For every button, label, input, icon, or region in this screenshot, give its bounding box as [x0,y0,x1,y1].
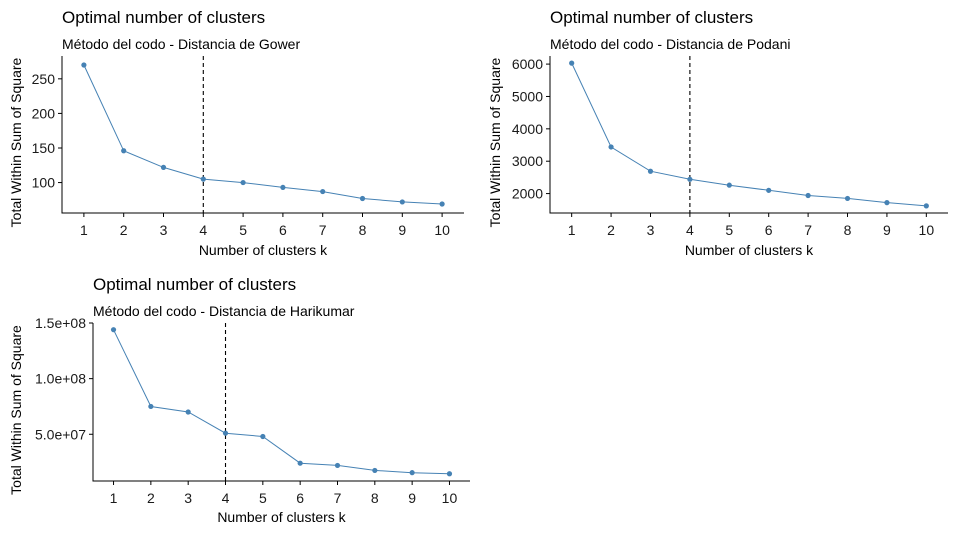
x-tick-label: 7 [334,490,342,506]
x-axis-label: Number of clusters k [199,242,328,258]
x-tick-label: 9 [398,222,406,238]
data-point [923,203,929,209]
x-tick-label: 3 [647,222,655,238]
data-point [446,471,453,477]
x-tick-label: 4 [199,222,207,238]
x-tick-label: 1 [80,222,88,238]
x-tick-label: 1 [110,490,118,506]
x-tick-label: 5 [239,222,247,238]
x-tick-label: 2 [120,222,128,238]
x-tick-label: 10 [919,222,935,238]
x-tick-label: 3 [184,490,192,506]
data-point [687,176,693,182]
data-point [844,195,851,202]
x-tick-label: 4 [686,222,694,238]
data-point [372,467,378,474]
x-tick-label: 8 [359,222,367,238]
chart-title: Optimal number of clusters [93,275,296,294]
data-point [81,62,87,68]
x-axis-label: Number of clusters k [217,509,346,525]
x-tick-label: 9 [883,222,891,238]
chart-panel-1: Optimal number of clusters Método del cod… [8,8,464,258]
data-point [766,187,772,193]
data-point [647,168,654,174]
y-tick-label: 2000 [512,186,543,202]
x-tick-label: 2 [147,490,155,506]
x-tick-label: 5 [725,222,733,238]
data-point [200,176,206,182]
data-point [185,409,191,415]
data-point [439,201,445,207]
series-line [113,329,450,475]
data-point [334,462,341,469]
chart-subtitle: Método del codo - Distancia de Harikumar [93,303,355,319]
x-tick-label: 10 [442,490,458,506]
data-point [805,192,811,199]
chart-title: Optimal number of clusters [550,8,753,27]
data-point [569,60,575,66]
data-point [121,148,127,154]
x-tick-label: 10 [434,222,450,238]
data-point [260,433,266,440]
x-tick-label: 2 [607,222,615,238]
x-tick-label: 8 [371,490,379,506]
data-point [222,430,229,436]
y-axis-label: Total Within Sum of Square [487,57,503,227]
x-tick-label: 1 [568,222,576,238]
x-tick-label: 6 [765,222,773,238]
y-tick-label: 4000 [512,121,543,137]
y-tick-label: 250 [32,71,56,87]
data-point [409,470,415,476]
x-tick-label: 4 [222,490,230,506]
chart-panel-2: Optimal number of clusters Método del cod… [487,8,948,258]
y-tick-label: 5000 [512,88,543,104]
chart-title: Optimal number of clusters [62,8,265,27]
y-axis-label: Total Within Sum of Square [8,325,24,495]
y-tick-label: 150 [32,140,56,156]
x-tick-label: 7 [804,222,812,238]
data-point [726,182,732,188]
y-tick-label: 100 [32,175,56,191]
data-point [280,184,286,191]
y-tick-label: 1.0e+08 [35,371,86,387]
data-point [110,327,117,333]
x-tick-label: 9 [408,490,416,506]
chart-panel-3: Optimal number of clusters Método del cod… [8,275,470,525]
y-tick-label: 5.0e+07 [35,426,86,442]
x-tick-label: 6 [279,222,287,238]
data-point [884,200,890,206]
data-point [160,164,167,170]
y-tick-label: 200 [32,105,56,121]
data-point [148,403,154,410]
data-point [240,179,246,186]
series-line [571,62,927,207]
x-tick-label: 6 [296,490,304,506]
data-point [297,460,303,466]
y-tick-label: 3000 [512,153,543,169]
data-point [399,199,405,205]
data-point [359,195,366,202]
x-tick-label: 3 [160,222,168,238]
chart-subtitle: Método del codo - Distancia de Podani [550,36,790,52]
y-tick-label: 6000 [512,56,543,72]
x-tick-label: 8 [844,222,852,238]
x-tick-label: 5 [259,490,267,506]
y-tick-label: 1.5e+08 [35,315,86,331]
chart-subtitle: Método del codo - Distancia de Gower [62,36,300,52]
series-line [83,64,443,205]
data-point [320,188,326,195]
y-axis-label: Total Within Sum of Square [8,57,24,227]
x-axis-label: Number of clusters k [685,242,814,258]
x-tick-label: 7 [319,222,327,238]
data-point [608,144,614,150]
